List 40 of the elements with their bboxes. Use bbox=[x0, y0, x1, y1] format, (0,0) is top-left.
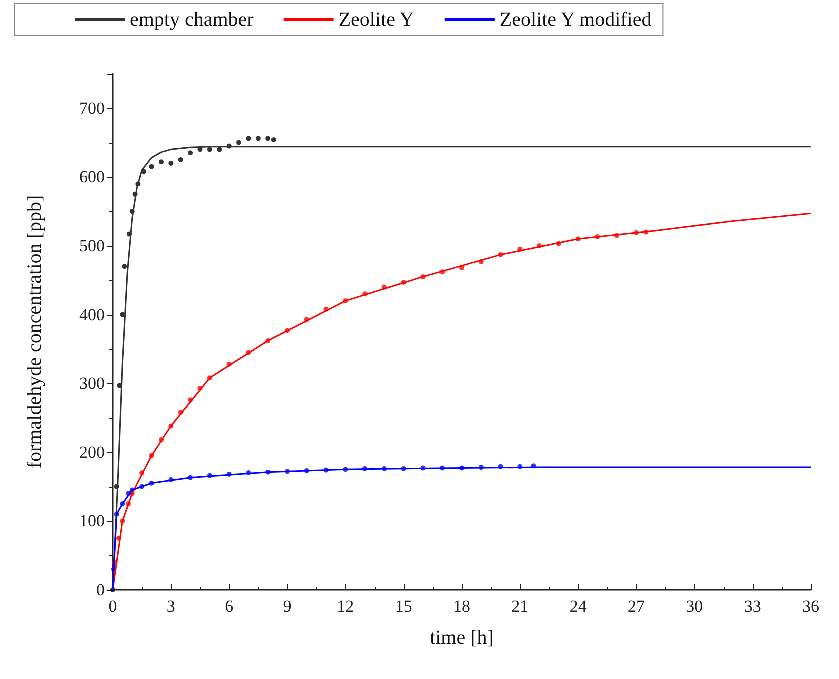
point bbox=[271, 138, 276, 143]
x-tick-label: 30 bbox=[686, 597, 704, 616]
y-axis-title: formaldehyde concentration [ppb] bbox=[24, 195, 46, 469]
y-tick-label: 0 bbox=[96, 580, 105, 600]
point bbox=[246, 136, 252, 142]
x-tick-label: 3 bbox=[166, 597, 176, 616]
point bbox=[217, 147, 222, 152]
y-tick-label: 600 bbox=[80, 168, 105, 187]
x-tick-label: 12 bbox=[337, 597, 354, 616]
y-tick-label: 300 bbox=[80, 374, 105, 394]
point bbox=[256, 136, 261, 142]
x-tick-label: 0 bbox=[108, 597, 118, 616]
point bbox=[122, 264, 128, 270]
legend-label: empty chamber bbox=[130, 9, 254, 31]
legend-label: Zeolite Y bbox=[338, 9, 414, 31]
x-tick-label: 15 bbox=[395, 597, 412, 616]
x-tick-label: 24 bbox=[570, 597, 588, 616]
y-tick-label: 100 bbox=[80, 512, 105, 531]
y-tick-label: 400 bbox=[80, 305, 105, 324]
point bbox=[120, 312, 126, 318]
x-tick-label: 9 bbox=[283, 597, 292, 616]
x-tick-label: 36 bbox=[802, 597, 820, 616]
point bbox=[266, 136, 271, 142]
legend-label: Zeolite Y modified bbox=[500, 9, 652, 31]
x-tick-label: 27 bbox=[628, 597, 646, 616]
point bbox=[236, 140, 242, 146]
point bbox=[188, 150, 194, 156]
point bbox=[178, 158, 184, 162]
point bbox=[168, 160, 174, 166]
point bbox=[158, 160, 164, 165]
y-tick-label: 200 bbox=[80, 442, 105, 462]
x-tick-label: 6 bbox=[225, 597, 234, 616]
x-axis-title: time [h] bbox=[430, 627, 494, 649]
x-tick-label: 21 bbox=[512, 597, 529, 616]
y-tick-label: 700 bbox=[80, 98, 105, 118]
x-tick-label: 18 bbox=[454, 597, 470, 616]
point bbox=[149, 164, 154, 170]
y-tick-label: 500 bbox=[80, 236, 105, 256]
point bbox=[207, 147, 212, 152]
x-tick-label: 33 bbox=[744, 597, 762, 616]
